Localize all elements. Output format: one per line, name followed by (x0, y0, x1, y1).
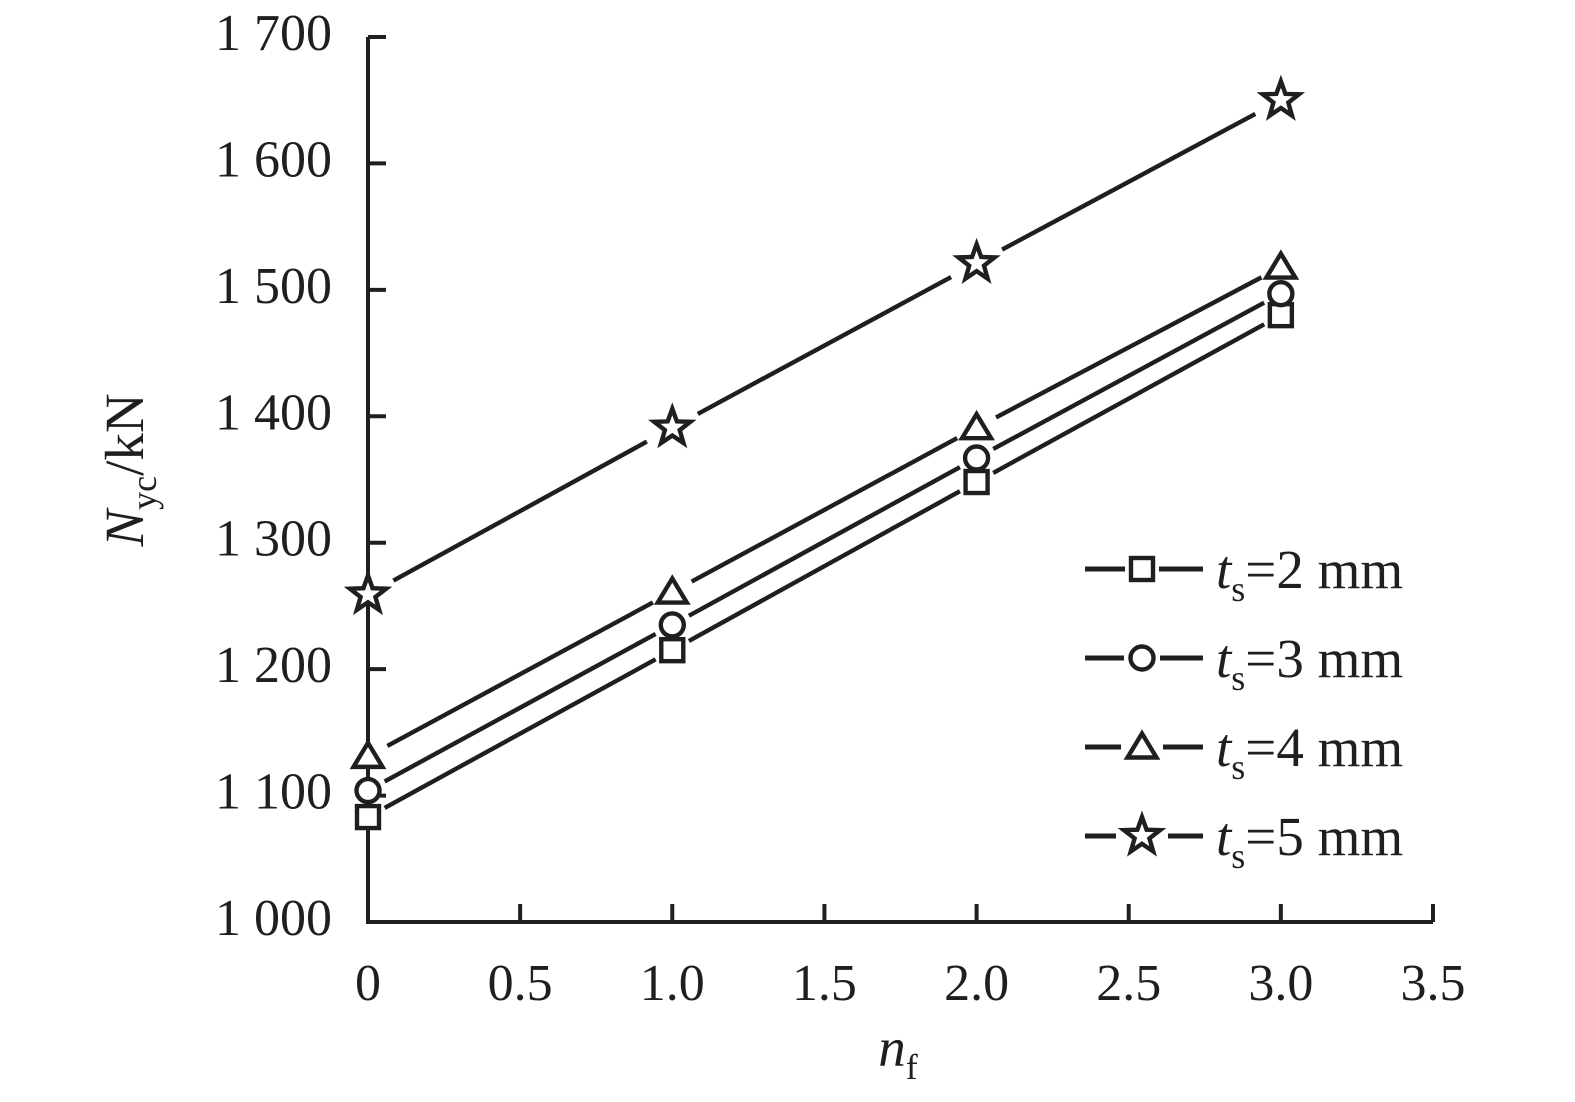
legend-label-ts-4mm: ts=4 mm (1216, 717, 1403, 787)
marker-square-ts-2mm (1267, 301, 1295, 329)
legend-marker-triangle (1123, 729, 1161, 760)
series-line-ts-3mm (383, 632, 657, 784)
y-tick-label: 1 300 (215, 511, 332, 568)
legend-label-ts-3mm-suffix: =3 mm (1245, 628, 1403, 689)
y-tick-label: 1 500 (215, 258, 332, 315)
y-tick-label: 1 100 (215, 764, 332, 821)
series-line-ts-5mm (1001, 111, 1257, 252)
y-tick-label: 1 000 (215, 890, 332, 947)
marker-triangle-ts-4mm (349, 738, 387, 770)
marker-star-ts-5mm (343, 569, 393, 616)
legend-label-ts-3mm: ts=3 mm (1216, 628, 1403, 698)
legend-label-ts-2mm-base: t (1216, 539, 1233, 600)
y-axis-title-subscript: yc (124, 476, 164, 510)
marker-star-ts-5mm (952, 237, 1001, 284)
marker-circle-ts-3mm (962, 444, 991, 472)
legend-label-ts-5mm-suffix: =5 mm (1245, 806, 1403, 867)
x-tick-label: 3.0 (1248, 955, 1313, 1012)
marker-square-ts-2mm (354, 803, 382, 831)
legend-label-ts-4mm-base: t (1216, 717, 1233, 778)
marker-circle-ts-3mm (658, 611, 686, 639)
legend-label-ts-4mm-subscript: s (1231, 747, 1245, 787)
x-tick-label: 0 (355, 955, 381, 1012)
x-axis-title: nf (878, 1017, 918, 1087)
series-line-ts-3mm (687, 465, 961, 618)
series-line-ts-2mm (992, 322, 1266, 475)
x-tick-label: 0.5 (488, 955, 553, 1012)
legend-label-ts-5mm: ts=5 mm (1216, 806, 1403, 876)
x-axis-title-base: n (878, 1017, 906, 1078)
x-tick-label: 1.5 (792, 955, 857, 1012)
y-tick-label: 1 600 (215, 131, 332, 188)
legend-label-ts-2mm: ts=2 mm (1216, 539, 1403, 609)
marker-triangle-ts-4mm (958, 409, 995, 441)
axes-spine (366, 37, 1433, 924)
series-line-ts-4mm (995, 275, 1263, 420)
series-line-ts-3mm (992, 300, 1266, 451)
marker-square-ts-2mm (659, 636, 686, 664)
legend-label-ts-5mm-subscript: s (1231, 836, 1245, 876)
series-line-ts-5mm (392, 439, 648, 583)
legend-marker-circle (1128, 644, 1156, 672)
legend-label-ts-5mm-base: t (1216, 806, 1233, 867)
series-line-ts-2mm (383, 657, 657, 810)
legend-label-ts-3mm-subscript: s (1231, 658, 1245, 698)
marker-star-ts-5mm (1256, 74, 1306, 121)
legend-marker-star (1117, 810, 1167, 857)
legend-marker-square (1128, 555, 1156, 583)
series-line-ts-4mm (690, 436, 959, 584)
series-line-ts-5mm (696, 275, 953, 416)
legend-label-ts-2mm-suffix: =2 mm (1245, 539, 1403, 600)
y-tick-label: 1 700 (215, 5, 332, 62)
legend-label-ts-3mm-base: t (1216, 628, 1233, 689)
y-tick-label: 1 200 (215, 637, 332, 694)
x-tick-label: 1.0 (640, 955, 705, 1012)
x-axis-title-subscript: f (906, 1047, 918, 1087)
legend-label-ts-2mm-subscript: s (1231, 569, 1245, 609)
marker-circle-ts-3mm (1267, 279, 1295, 308)
y-axis-title: Nyc/kN (94, 393, 164, 547)
marker-star-ts-5mm (648, 402, 697, 449)
y-tick-label: 1 400 (215, 384, 332, 441)
x-tick-label: 2.5 (1096, 955, 1161, 1012)
marker-triangle-ts-4mm (653, 574, 691, 605)
legend-label-ts-4mm-suffix: =4 mm (1245, 717, 1403, 778)
marker-circle-ts-3mm (354, 776, 382, 805)
x-tick-label: 3.5 (1401, 955, 1466, 1012)
y-axis-title-suffix: /kN (94, 393, 155, 476)
series-line-ts-2mm (687, 489, 962, 643)
y-axis-title-base: N (94, 507, 155, 548)
marker-triangle-ts-4mm (1262, 249, 1300, 280)
series-line-ts-4mm (386, 600, 654, 748)
x-tick-label: 2.0 (944, 955, 1009, 1012)
marker-square-ts-2mm (963, 468, 990, 496)
